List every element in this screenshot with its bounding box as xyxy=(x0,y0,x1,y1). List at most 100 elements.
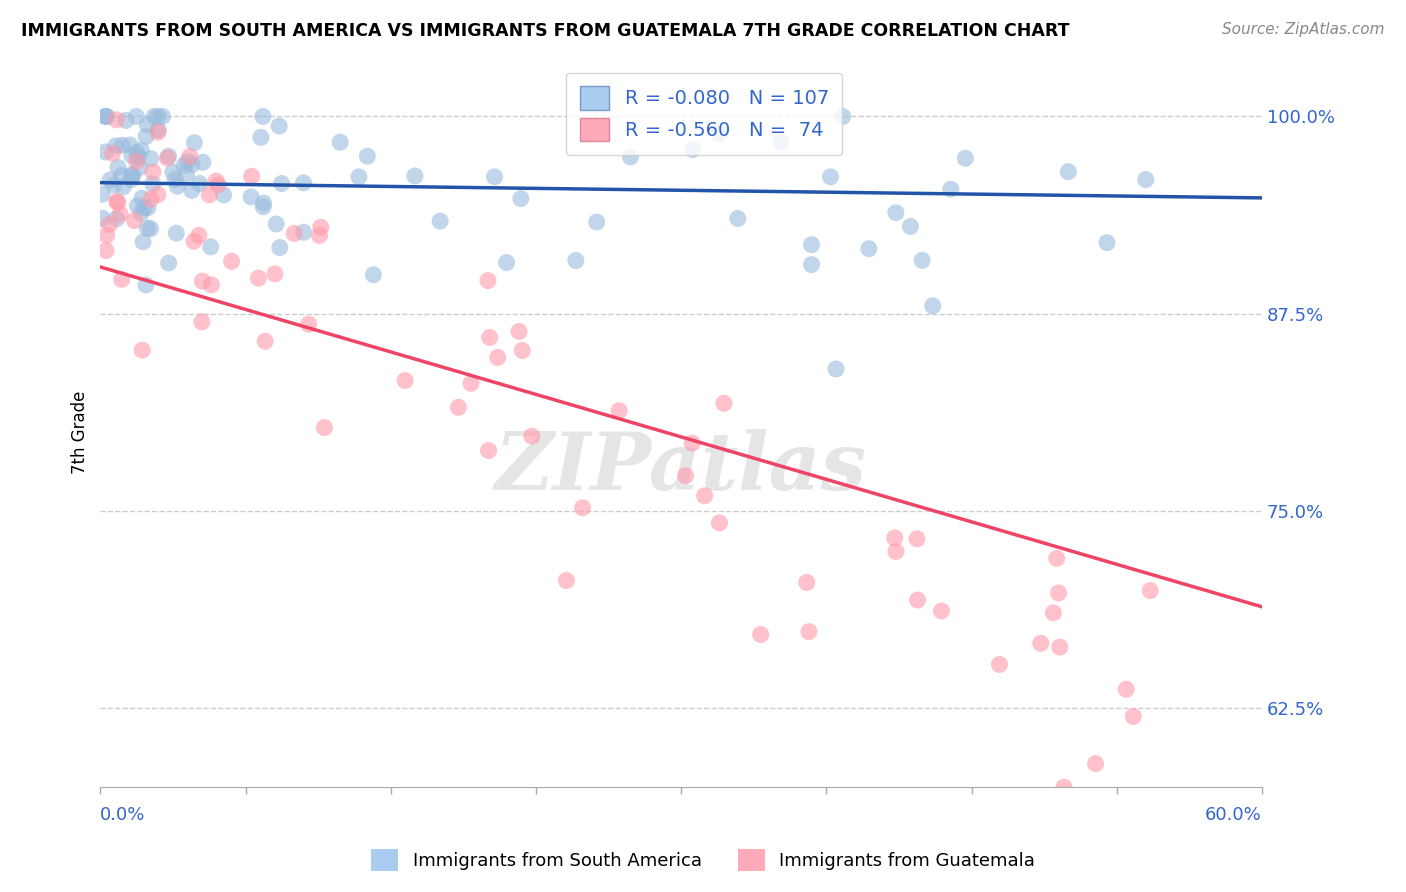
Point xyxy=(142,165,165,179)
Legend: Immigrants from South America, Immigrants from Guatemala: Immigrants from South America, Immigrant… xyxy=(364,842,1042,879)
Point xyxy=(198,187,221,202)
Point xyxy=(484,169,506,184)
Point xyxy=(212,188,235,202)
Point xyxy=(797,624,820,639)
Point xyxy=(247,271,270,285)
Point xyxy=(207,178,229,192)
Text: 0.0%: 0.0% xyxy=(100,806,146,824)
Point xyxy=(955,151,977,165)
Point xyxy=(681,436,703,450)
Point xyxy=(988,657,1011,672)
Point xyxy=(252,200,274,214)
Point xyxy=(135,129,157,144)
Point xyxy=(183,136,205,150)
Point xyxy=(125,110,148,124)
Point xyxy=(1057,164,1080,178)
Point xyxy=(1084,756,1107,771)
Point xyxy=(800,258,823,272)
Point xyxy=(191,274,214,288)
Point xyxy=(509,192,531,206)
Point xyxy=(1042,606,1064,620)
Point xyxy=(404,169,426,183)
Point xyxy=(682,143,704,157)
Point xyxy=(191,155,214,169)
Point xyxy=(105,194,128,209)
Point xyxy=(221,254,243,268)
Point xyxy=(907,593,929,607)
Point xyxy=(486,351,509,365)
Point xyxy=(240,190,263,204)
Point xyxy=(1029,636,1052,650)
Point xyxy=(121,168,143,182)
Point xyxy=(356,149,378,163)
Point xyxy=(939,182,962,196)
Point xyxy=(200,240,222,254)
Point xyxy=(796,575,818,590)
Point xyxy=(709,516,731,530)
Point xyxy=(254,334,277,349)
Point xyxy=(146,187,169,202)
Point xyxy=(1046,551,1069,566)
Point xyxy=(252,196,274,211)
Point xyxy=(131,343,153,358)
Point xyxy=(98,173,121,187)
Point xyxy=(120,172,142,186)
Point xyxy=(585,215,607,229)
Point xyxy=(94,145,117,159)
Point xyxy=(98,218,121,232)
Point xyxy=(129,143,152,157)
Point xyxy=(107,195,129,210)
Point xyxy=(477,274,499,288)
Point xyxy=(252,110,274,124)
Point xyxy=(134,201,156,215)
Point xyxy=(770,135,793,149)
Point xyxy=(108,207,131,221)
Point xyxy=(693,489,716,503)
Point xyxy=(136,221,159,235)
Point xyxy=(136,118,159,132)
Point xyxy=(292,176,315,190)
Point xyxy=(508,325,530,339)
Point xyxy=(619,150,641,164)
Point xyxy=(363,268,385,282)
Point xyxy=(1047,586,1070,600)
Point xyxy=(264,267,287,281)
Point xyxy=(191,315,214,329)
Point xyxy=(831,110,853,124)
Point xyxy=(477,443,499,458)
Point xyxy=(447,401,470,415)
Point xyxy=(240,169,263,184)
Point xyxy=(858,242,880,256)
Point xyxy=(121,148,143,162)
Point xyxy=(883,531,905,545)
Point xyxy=(1049,640,1071,654)
Point xyxy=(205,174,228,188)
Point xyxy=(905,532,928,546)
Point xyxy=(749,627,772,641)
Point xyxy=(181,157,204,171)
Point xyxy=(96,228,118,243)
Text: Source: ZipAtlas.com: Source: ZipAtlas.com xyxy=(1222,22,1385,37)
Point xyxy=(800,237,823,252)
Point xyxy=(143,110,166,124)
Point xyxy=(520,429,543,443)
Point xyxy=(347,169,370,184)
Point xyxy=(931,604,953,618)
Point xyxy=(884,544,907,558)
Point xyxy=(270,177,292,191)
Point xyxy=(555,574,578,588)
Point xyxy=(157,256,180,270)
Text: IMMIGRANTS FROM SOUTH AMERICA VS IMMIGRANTS FROM GUATEMALA 7TH GRADE CORRELATION: IMMIGRANTS FROM SOUTH AMERICA VS IMMIGRA… xyxy=(21,22,1070,40)
Point xyxy=(94,244,117,258)
Point xyxy=(250,130,273,145)
Point xyxy=(121,169,143,183)
Point xyxy=(176,167,198,181)
Point xyxy=(727,211,749,226)
Point xyxy=(1053,780,1076,794)
Point xyxy=(148,123,170,137)
Point xyxy=(110,169,132,183)
Point xyxy=(607,403,630,417)
Point xyxy=(495,255,517,269)
Point xyxy=(125,145,148,160)
Point xyxy=(157,149,180,163)
